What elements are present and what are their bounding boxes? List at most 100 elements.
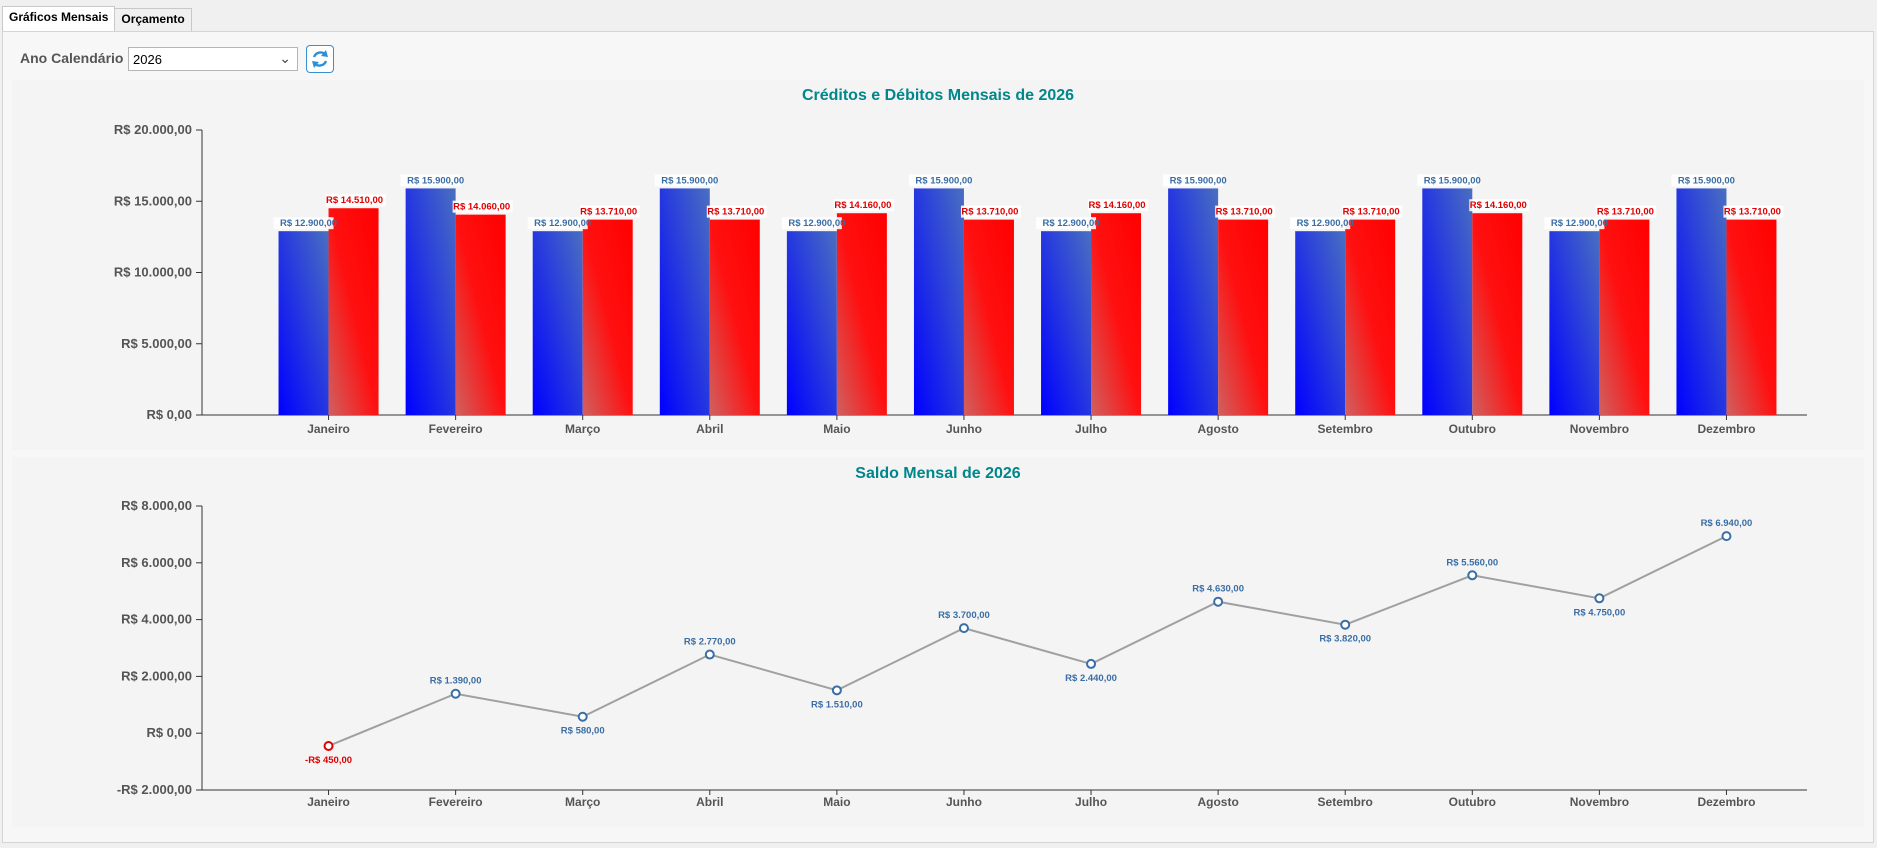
year-select[interactable]: 2026 ⌄	[128, 47, 298, 71]
credit-data-label: R$ 12.900,00	[788, 218, 845, 229]
point-data-label: R$ 5.560,00	[1446, 557, 1498, 568]
debit-bar	[709, 219, 760, 415]
credit-data-label: R$ 15.900,00	[661, 175, 718, 186]
point-data-label: R$ 4.630,00	[1192, 584, 1244, 595]
credit-bar	[913, 188, 964, 415]
debit-data-label: R$ 14.160,00	[1089, 200, 1146, 211]
data-point	[1467, 570, 1478, 581]
credit-data-label: R$ 15.900,00	[407, 175, 464, 186]
chevron-down-icon: ⌄	[279, 50, 291, 66]
debit-data-label: R$ 14.060,00	[453, 202, 510, 213]
credit-label-bg	[781, 217, 842, 230]
bar-chart-panel: Créditos e Débitos Mensais de 2026 R$ 0,…	[12, 80, 1864, 450]
balance-line-chart: Saldo Mensal de 2026 -R$ 2.000,00 R$ 0,00…	[117, 465, 1807, 809]
debit-data-label: R$ 13.710,00	[1216, 207, 1273, 218]
x-tick-label: Julho	[1075, 422, 1107, 436]
x-tick-label: Abril	[696, 795, 723, 809]
balance-line	[328, 535, 1727, 747]
x-tick-label: Março	[565, 795, 600, 809]
x-tick-label: Dezembro	[1697, 795, 1755, 809]
tab-graficos-mensais[interactable]: Gráficos Mensais	[2, 6, 116, 31]
point-data-label: R$ 580,00	[561, 726, 605, 737]
x-tick-label: Janeiro	[307, 795, 350, 809]
year-label: Ano Calendário	[20, 50, 124, 66]
debit-label-bg	[1596, 205, 1657, 218]
credit-data-label: R$ 12.900,00	[1551, 218, 1608, 229]
point-data-label: R$ 3.820,00	[1319, 634, 1371, 645]
data-point	[1213, 596, 1224, 607]
point-data-label: -R$ 450,00	[305, 755, 352, 766]
debit-bar	[328, 208, 379, 415]
y-tick-label: R$ 5.000,00	[121, 336, 192, 351]
x-tick-label: Dezembro	[1697, 422, 1755, 436]
credit-label-bg	[1417, 174, 1478, 187]
y-tick-label: R$ 8.000,00	[121, 498, 192, 513]
debit-bar	[1345, 219, 1396, 415]
data-point	[1086, 658, 1097, 669]
credit-bar	[786, 231, 837, 415]
debit-label-bg	[325, 194, 386, 207]
credit-data-label: R$ 15.900,00	[1170, 175, 1227, 186]
credit-bar	[659, 188, 710, 415]
debit-bar	[1472, 213, 1523, 415]
tab-orcamento[interactable]: Orçamento	[114, 8, 192, 31]
y-tick-label: -R$ 2.000,00	[117, 782, 192, 797]
debit-data-label: R$ 13.710,00	[580, 207, 637, 218]
credit-label-bg	[527, 217, 588, 230]
data-point	[450, 688, 461, 699]
credit-bar	[1295, 231, 1346, 415]
credit-bar	[1676, 188, 1727, 415]
y-tick-label: R$ 6.000,00	[121, 555, 192, 570]
debit-label-bg	[1723, 205, 1784, 218]
credit-label-bg	[1544, 217, 1605, 230]
point-data-label: R$ 1.390,00	[430, 676, 482, 687]
credit-label-bg	[654, 174, 715, 187]
debit-bar	[836, 213, 887, 415]
debit-label-bg	[1342, 205, 1403, 218]
x-tick-label: Junho	[946, 795, 982, 809]
x-tick-label: Outubro	[1449, 795, 1496, 809]
data-point	[1721, 531, 1732, 542]
debit-bar	[1726, 219, 1777, 415]
credit-data-label: R$ 15.900,00	[1424, 175, 1481, 186]
x-tick-label: Maio	[823, 795, 850, 809]
x-tick-label: Novembro	[1570, 422, 1629, 436]
point-data-label: R$ 2.440,00	[1065, 673, 1117, 684]
debit-bar	[582, 219, 633, 415]
debit-bar	[1091, 213, 1142, 415]
debit-bar	[963, 219, 1014, 415]
data-point	[577, 711, 588, 722]
x-tick-label: Setembro	[1318, 422, 1373, 436]
credit-label-bg	[1290, 217, 1351, 230]
debit-bar	[1599, 219, 1650, 415]
debit-data-label: R$ 13.710,00	[961, 207, 1018, 218]
credit-label-bg	[273, 217, 334, 230]
point-data-label: R$ 1.510,00	[811, 699, 863, 710]
x-tick-label: Agosto	[1197, 422, 1238, 436]
x-tick-label: Fevereiro	[429, 422, 483, 436]
credit-bar	[1041, 231, 1092, 415]
debit-data-label: R$ 13.710,00	[1597, 207, 1654, 218]
data-point	[831, 685, 842, 696]
refresh-button[interactable]	[306, 45, 334, 73]
x-tick-label: Fevereiro	[429, 795, 483, 809]
point-data-label: R$ 6.940,00	[1701, 518, 1753, 529]
refresh-icon	[312, 50, 328, 68]
credit-data-label: R$ 15.900,00	[915, 175, 972, 186]
x-tick-label: Agosto	[1197, 795, 1238, 809]
credit-data-label: R$ 12.900,00	[280, 218, 337, 229]
point-data-label: R$ 3.700,00	[938, 610, 990, 621]
y-tick-label: R$ 20.000,00	[114, 122, 192, 137]
credit-data-label: R$ 12.900,00	[1297, 218, 1354, 229]
year-select-value: 2026	[133, 52, 162, 67]
credit-data-label: R$ 12.900,00	[534, 218, 591, 229]
debit-label-bg	[833, 199, 894, 212]
y-tick-label: R$ 4.000,00	[121, 612, 192, 627]
x-tick-label: Junho	[946, 422, 982, 436]
tab-bar: Gráficos Mensais Orçamento	[2, 6, 192, 31]
credit-data-label: R$ 15.900,00	[1678, 175, 1735, 186]
credit-label-bg	[908, 174, 969, 187]
x-tick-label: Abril	[696, 422, 723, 436]
data-point	[1340, 619, 1351, 630]
y-tick-label: R$ 0,00	[146, 407, 192, 422]
